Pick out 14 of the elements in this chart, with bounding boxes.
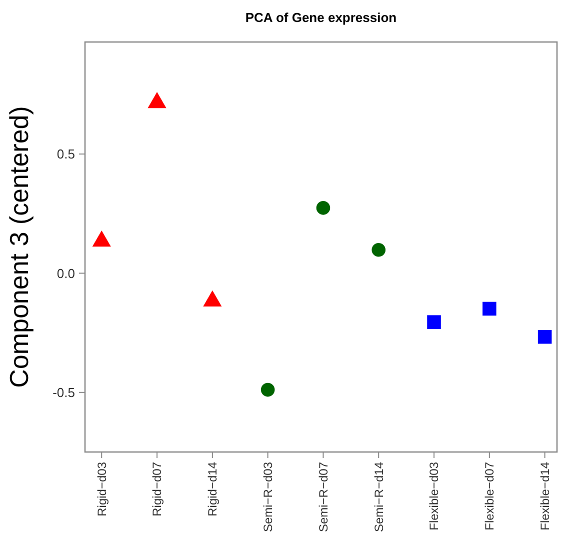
y-tick-label: 0.5: [56, 146, 75, 162]
chart-title: PCA of Gene expression: [245, 10, 397, 25]
x-tick-label: Semi−R−d03: [261, 462, 276, 532]
x-tick-label: Semi−R−d14: [372, 462, 386, 532]
x-tick-label: Rigid−d03: [94, 462, 109, 516]
y-tick-label: 0.0: [56, 266, 75, 281]
y-axis-title: Component 3 (centered): [4, 106, 34, 388]
x-tick-label: Flexible−d07: [482, 462, 497, 530]
x-tick-label: Rigid−d07: [150, 462, 164, 516]
x-tick-label: Flexible−d03: [427, 462, 442, 530]
y-tick-label: -0.5: [52, 384, 75, 400]
x-tick-label: Semi−R−d07: [316, 462, 330, 532]
x-tick-label: Rigid−d14: [206, 462, 220, 516]
x-tick-label: Flexible−d14: [538, 462, 552, 530]
